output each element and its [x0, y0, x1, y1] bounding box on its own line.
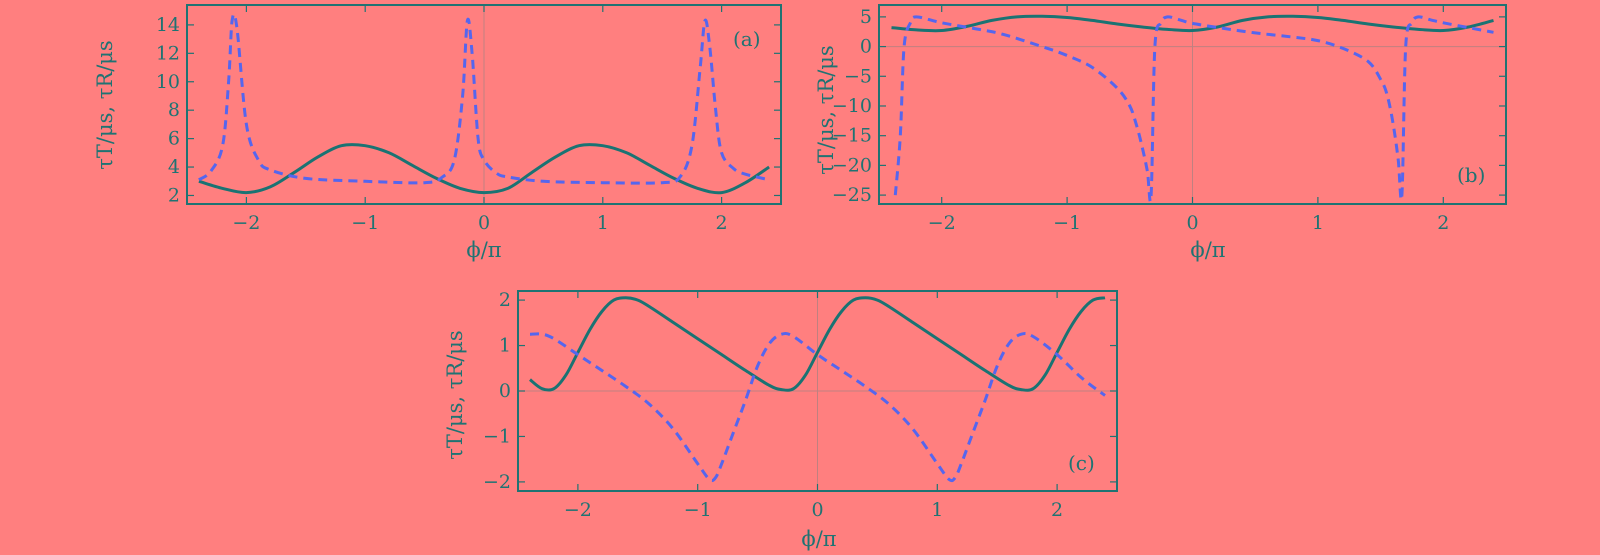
panel-b-x-ticks: −2 −1 0 1 2	[928, 5, 1449, 234]
panel-c-y-ticks: −2 −1 0 1 2	[483, 289, 1117, 493]
panel-a-x-tick-label: 1	[597, 212, 609, 234]
panel-b-x-tick-label: 2	[1437, 212, 1449, 234]
panel-a-y-tick-label: 12	[156, 42, 180, 64]
panel-c-x-axis-title: ϕ/π	[801, 527, 836, 551]
panel-b-y-tick-label: 0	[860, 36, 872, 58]
panel-b-y-tick-label: 5	[860, 6, 872, 28]
panel-b-x-tick-label: −1	[1053, 212, 1081, 234]
panel-a-y-tick-label: 2	[168, 184, 180, 206]
panel-c-x-tick-label: −1	[684, 499, 712, 521]
panel-c-y-tick-label: 2	[499, 289, 511, 311]
panel-c-y-tick-label: −1	[483, 425, 511, 447]
panel-a-y-tick-label: 10	[156, 71, 180, 93]
panel-a-y-tick-label: 8	[168, 99, 180, 121]
panel-c-label: (c)	[1068, 451, 1095, 475]
panel-c-series-tau-t	[529, 296, 1106, 392]
panel-c-y-tick-label: 1	[499, 335, 511, 357]
panel-b-x-axis-title: ϕ/π	[1190, 238, 1225, 262]
panel-a-y-ticks: 2 4 6 8 10 12 14	[156, 14, 781, 206]
panel-b-series-tau-r	[893, 15, 1494, 203]
panel-a-x-tick-label: −1	[351, 212, 379, 234]
panel-b-x-tick-label: 1	[1312, 212, 1324, 234]
panel-c: −2 −1 0 1 2 −2 −1 0 1 2 (c) ϕ/π τT/μs, τR/μs	[443, 289, 1118, 551]
panel-a-x-ticks: −2 −1 0 1 2	[232, 5, 728, 234]
panel-b-y-tick-label: −20	[832, 154, 872, 176]
panel-a-label: (a)	[733, 27, 761, 51]
panel-b-y-ticks: −25 −20 −15 −10 −5 0 5	[832, 6, 1506, 206]
panel-b: −25−20−15−10−505 −2 −1 0 1 2 (b) ϕ/π τT/μs, …	[814, 4, 1507, 262]
panel-c-x-tick-label: 0	[811, 499, 823, 521]
panel-c-x-tick-label: 2	[1051, 499, 1063, 521]
panel-b-y-tick-label: −15	[832, 125, 872, 147]
panel-a-y-tick-label: 6	[168, 128, 180, 150]
panel-b-x-tick-label: 0	[1186, 212, 1198, 234]
panel-c-y-axis-title: τT/μs, τR/μs	[443, 330, 467, 459]
panel-a-y-tick-label: 4	[168, 156, 180, 178]
panel-c-y-tick-label: −2	[483, 471, 511, 493]
panel-a-x-tick-label: −2	[232, 212, 260, 234]
panel-c-x-tick-label: 1	[931, 499, 943, 521]
panel-a-y-axis-title: τT/μs, τR/μs	[93, 40, 117, 169]
panel-c-x-tick-label: −2	[564, 499, 592, 521]
panel-b-y-axis-title: τT/μs, τR/μs	[814, 45, 838, 174]
panel-a-y-tick-label: 14	[156, 14, 180, 36]
panel-b-y-tick-label: −25	[832, 184, 872, 206]
panel-c-x-ticks: −2 −1 0 1 2	[564, 291, 1063, 521]
panel-c-y-tick-label: 0	[499, 380, 511, 402]
panel-b-label: (b)	[1457, 163, 1485, 187]
panel-c-series-tau-r	[529, 331, 1106, 483]
panel-a-series-tau-r	[198, 12, 770, 185]
panel-a-x-tick-label: 0	[478, 212, 490, 234]
panel-b-y-tick-label: −10	[832, 95, 872, 117]
panel-b-x-tick-label: −2	[928, 212, 956, 234]
panel-a-x-axis-title: ϕ/π	[466, 238, 501, 262]
panel-b-series-tau-t	[891, 14, 1494, 33]
panel-b-y-tick-label: −5	[844, 65, 872, 87]
panel-a-x-tick-label: 2	[716, 212, 728, 234]
panel-a-series-tau-t	[198, 143, 770, 195]
